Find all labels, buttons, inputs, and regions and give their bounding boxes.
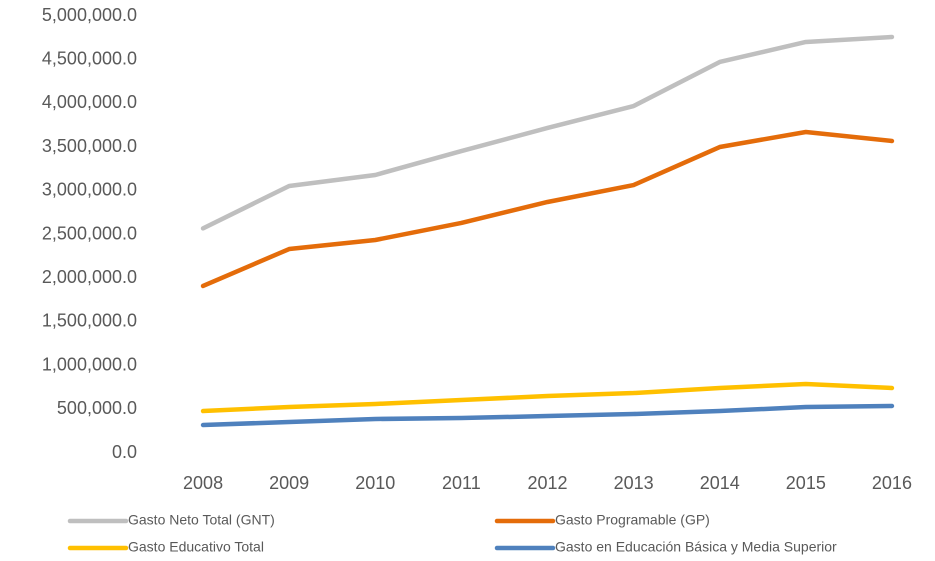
y-tick-label: 2,500,000.0 [42,223,137,243]
series-line [200,129,895,289]
legend-label: Gasto en Educación Básica y Media Superi… [555,539,837,555]
legend-label: Gasto Educativo Total [128,539,264,555]
series-line [200,403,895,428]
legend-label: Gasto Programable (GP) [555,512,710,528]
y-tick-label: 3,500,000.0 [42,136,137,156]
x-tick-label: 2011 [442,473,481,493]
y-tick-label: 2,000,000.0 [42,267,137,287]
y-tick-label: 5,000,000.0 [42,5,137,25]
x-tick-label: 2009 [269,473,309,493]
x-tick-label: 2014 [700,473,740,493]
series-line [200,381,895,414]
y-tick-label: 1,500,000.0 [42,311,137,331]
x-tick-label: 2016 [872,473,912,493]
y-tick-label: 3,000,000.0 [42,180,137,200]
series-line [200,34,895,231]
y-tick-label: 4,500,000.0 [42,48,137,68]
x-tick-label: 2008 [183,473,223,493]
y-tick-label: 500,000.0 [57,398,137,418]
y-tick-label: 0.0 [112,442,137,462]
x-tick-label: 2010 [355,473,395,493]
y-tick-label: 1,000,000.0 [42,354,137,374]
x-tick-label: 2015 [786,473,826,493]
x-tick-label: 2012 [527,473,567,493]
y-tick-label: 4,000,000.0 [42,92,137,112]
x-tick-label: 2013 [614,473,654,493]
legend-label: Gasto Neto Total (GNT) [128,512,275,528]
